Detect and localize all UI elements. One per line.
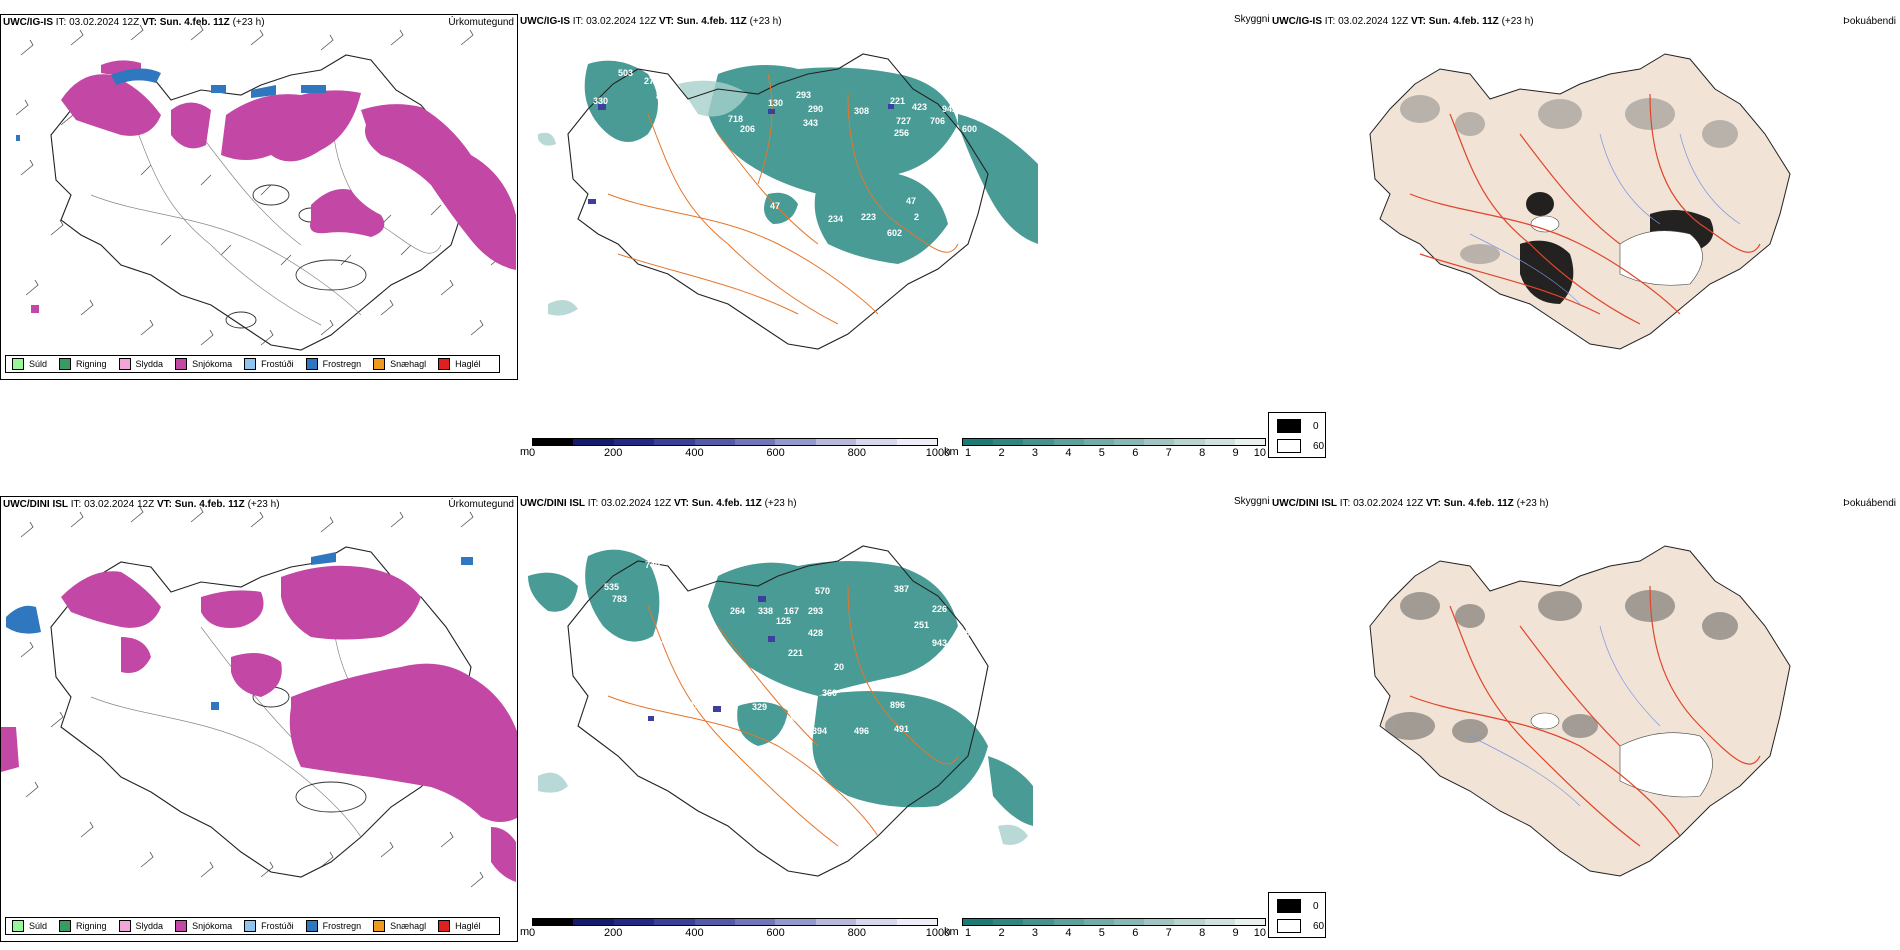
swatch-freezing-rain <box>305 358 318 370</box>
svg-text:223: 223 <box>861 212 876 222</box>
visibility-colorbar-1: 1 2 3 4 5 6 7 8 9 10 km <box>944 438 1266 460</box>
svg-text:394: 394 <box>812 726 827 736</box>
svg-text:264: 264 <box>730 606 745 616</box>
svg-text:360: 360 <box>822 688 837 698</box>
svg-text:129: 129 <box>690 700 705 710</box>
visibility-map-1: 503 270 890 330 988 349 718 130 206 293 … <box>538 53 1038 350</box>
svg-text:496: 496 <box>854 726 869 736</box>
svg-text:433: 433 <box>788 713 803 723</box>
map-title-precip-type: Úrkomutegund <box>448 499 514 510</box>
svg-text:226: 226 <box>932 604 947 614</box>
svg-text:167: 167 <box>784 606 799 616</box>
svg-text:293: 293 <box>808 606 823 616</box>
precip-type-map-1 <box>15 24 516 351</box>
svg-text:387: 387 <box>894 584 909 594</box>
svg-text:251: 251 <box>914 620 929 630</box>
svg-text:87: 87 <box>994 708 1004 718</box>
svg-text:234: 234 <box>828 214 843 224</box>
svg-text:783: 783 <box>612 594 627 604</box>
svg-text:270: 270 <box>644 76 659 86</box>
swatch-rain <box>59 358 72 370</box>
svg-text:890: 890 <box>656 91 671 101</box>
map-header: UWC/IG-IS IT: 03.02.2024 12Z VT: Sun. 4.… <box>3 17 265 28</box>
visibility-labels: 503 270 890 330 988 349 718 130 206 293 … <box>593 68 977 238</box>
svg-text:20: 20 <box>834 662 844 672</box>
swatch-snow <box>175 358 188 370</box>
precip-type-map-2 <box>1 506 517 888</box>
swatch-sleet <box>118 358 131 370</box>
visibility-labels: 740 535 783 508 747 264 338 125 167 293 … <box>604 560 1004 736</box>
fog-indicator-map-panel-2: UWC/DINI ISL IT: 03.02.2024 12Z VT: Sun.… <box>1270 496 1900 942</box>
svg-text:491: 491 <box>894 724 909 734</box>
svg-text:602: 602 <box>887 228 902 238</box>
swatch-drizzle <box>12 358 24 370</box>
map-title-visibility: Skyggni <box>1234 14 1270 25</box>
fog-indicator-legend-1: 0 60 <box>1268 412 1326 458</box>
svg-text:428: 428 <box>808 628 823 638</box>
map-title-precip-type: Úrkomutegund <box>448 17 514 28</box>
map-header: UWC/IG-IS IT: 03.02.2024 12Z VT: Sun. 4.… <box>1272 16 1534 27</box>
swatch-hail <box>438 358 451 370</box>
svg-text:256: 256 <box>894 128 909 138</box>
fog-indicator-map-2 <box>1369 545 1791 877</box>
precip-type-legend: Súld Rigning Slydda Snjókoma Frostúði Fr… <box>5 917 500 935</box>
svg-text:47: 47 <box>906 196 916 206</box>
swatch-snow-pellets <box>373 358 386 370</box>
svg-text:125: 125 <box>776 616 791 626</box>
svg-text:221: 221 <box>788 648 803 658</box>
svg-text:293: 293 <box>796 90 811 100</box>
cloud-base-colorbar-2: 0 200 400 600 800 1000 m <box>520 918 950 940</box>
map-header: UWC/DINI ISL IT: 03.02.2024 12Z VT: Sun.… <box>520 498 797 509</box>
svg-text:988: 988 <box>662 111 677 121</box>
svg-text:290: 290 <box>808 104 823 114</box>
svg-text:896: 896 <box>890 700 905 710</box>
cloud-base-colorbar-1: 0 200 400 600 800 1000 m <box>520 438 950 460</box>
map-header: UWC/DINI ISL IT: 03.02.2024 12Z VT: Sun.… <box>3 499 280 510</box>
visibility-map-2: 740 535 783 508 747 264 338 125 167 293 … <box>528 545 1033 877</box>
svg-text:332: 332 <box>948 668 963 678</box>
svg-text:330: 330 <box>593 96 608 106</box>
svg-text:570: 570 <box>815 586 830 596</box>
svg-text:747: 747 <box>648 640 663 650</box>
svg-text:600: 600 <box>962 124 977 134</box>
svg-text:221: 221 <box>890 96 905 106</box>
map-header: UWC/DINI ISL IT: 03.02.2024 12Z VT: Sun.… <box>1272 498 1549 509</box>
svg-text:942: 942 <box>942 104 957 114</box>
visibility-map-panel-1: 503 270 890 330 988 349 718 130 206 293 … <box>518 14 1038 380</box>
svg-text:250: 250 <box>958 652 973 662</box>
precip-type-map-panel-1: UWC/IG-IS IT: 03.02.2024 12Z VT: Sun. 4.… <box>0 14 518 380</box>
visibility-colorbar-2: 1 2 3 4 5 6 7 8 9 10 km <box>944 918 1266 940</box>
svg-text:206: 206 <box>740 124 755 134</box>
precip-type-legend: Súld Rigning Slydda Snjókoma Frostúði Fr… <box>5 355 500 373</box>
fog-indicator-map-1 <box>1369 53 1791 350</box>
svg-text:329: 329 <box>752 702 767 712</box>
svg-text:338: 338 <box>758 606 773 616</box>
svg-text:503: 503 <box>618 68 633 78</box>
svg-text:706: 706 <box>930 116 945 126</box>
precip-type-map-panel-2: UWC/DINI ISL IT: 03.02.2024 12Z VT: Sun.… <box>0 496 518 942</box>
svg-text:786: 786 <box>960 628 975 638</box>
map-title-visibility: Skyggni <box>1234 496 1270 507</box>
map-title-fog-indicator: Þokuábendi <box>1843 16 1896 27</box>
svg-text:508: 508 <box>660 616 675 626</box>
svg-text:349: 349 <box>656 128 671 138</box>
svg-text:740: 740 <box>645 560 660 570</box>
svg-text:727: 727 <box>896 116 911 126</box>
svg-text:308: 308 <box>854 106 869 116</box>
map-header: UWC/IG-IS IT: 03.02.2024 12Z VT: Sun. 4.… <box>520 16 782 27</box>
svg-text:423: 423 <box>912 102 927 112</box>
swatch-freezing-drizzle <box>244 358 257 370</box>
svg-text:718: 718 <box>728 114 743 124</box>
svg-text:47: 47 <box>770 201 780 211</box>
svg-text:130: 130 <box>768 98 783 108</box>
fog-indicator-map-panel-1: UWC/IG-IS IT: 03.02.2024 12Z VT: Sun. 4.… <box>1270 14 1900 380</box>
svg-text:535: 535 <box>604 582 619 592</box>
fog-indicator-legend-2: 0 60 <box>1268 892 1326 938</box>
svg-text:943: 943 <box>932 638 947 648</box>
visibility-map-panel-2: 740 535 783 508 747 264 338 125 167 293 … <box>518 496 1038 942</box>
map-title-fog-indicator: Þokuábendi <box>1843 498 1896 509</box>
svg-text:343: 343 <box>803 118 818 128</box>
svg-text:2: 2 <box>914 212 919 222</box>
